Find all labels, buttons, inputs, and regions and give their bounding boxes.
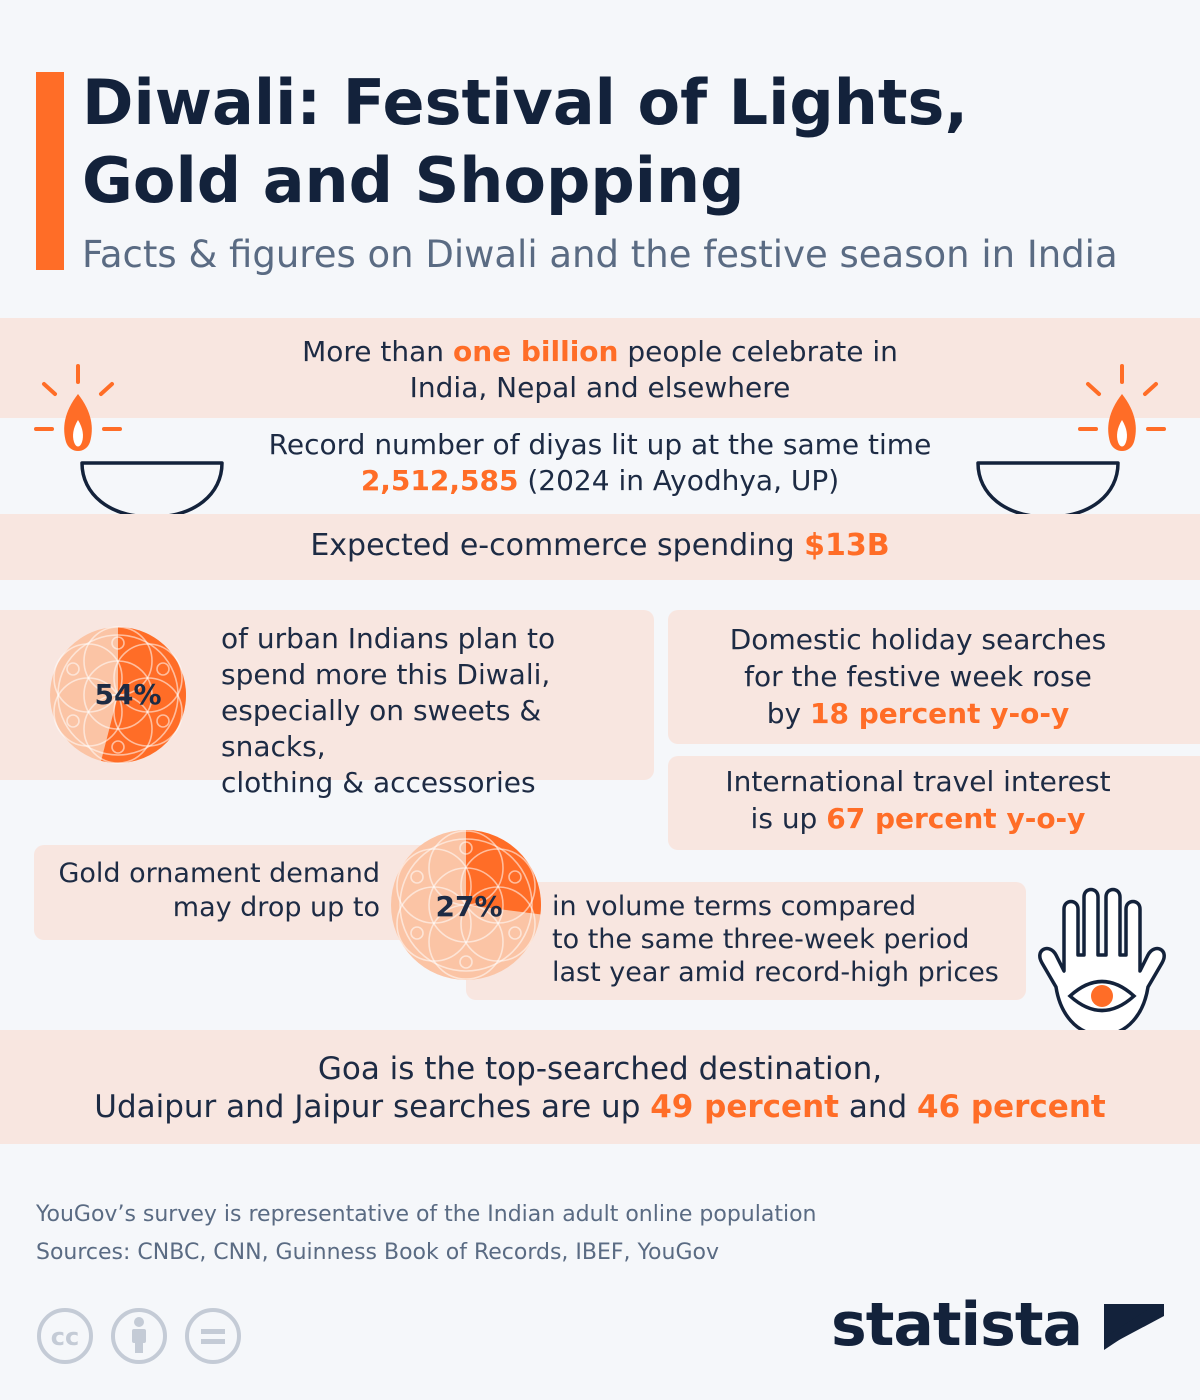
- mandala-pattern: [396, 830, 536, 980]
- domestic-text: Domestic holiday searches for the festiv…: [668, 621, 1168, 732]
- goa-text: Goa is the top-searched destination, Uda…: [50, 1050, 1150, 1126]
- domestic-card: [668, 610, 1200, 744]
- diyas-line-1: Record number of diyas lit up at the sam…: [268, 428, 932, 461]
- international-text: International travel interest is up 67 p…: [668, 763, 1168, 837]
- urban-line-4: clothing & accessories: [221, 766, 536, 799]
- urban-spend-value: 54%: [94, 678, 161, 711]
- goa-line-1: Goa is the top-searched destination,: [317, 1051, 883, 1087]
- ecommerce-highlight: $13B: [804, 528, 890, 563]
- statista-logo-icon[interactable]: [1104, 1304, 1164, 1364]
- celebrate-pre: More than: [302, 335, 453, 368]
- gold-after-3: last year amid record-high prices: [552, 957, 999, 988]
- urban-spend-text: of urban Indians plan to spend more this…: [221, 621, 651, 801]
- urban-line-1: of urban Indians plan to: [221, 622, 556, 655]
- page-subtitle: Facts & figures on Diwali and the festiv…: [82, 233, 1118, 276]
- domestic-line-3-pre: by: [766, 697, 811, 730]
- celebrate-line-2: India, Nepal and elsewhere: [409, 371, 791, 404]
- title-line-1: Diwali: Festival of Lights,: [82, 66, 969, 139]
- gold-value: 27%: [435, 890, 502, 923]
- urban-spend-pie: 54%: [50, 626, 186, 764]
- mandala-pattern: [53, 626, 183, 764]
- svg-text:cc: cc: [51, 1323, 79, 1351]
- goa-highlight-1: 49 percent: [650, 1089, 839, 1125]
- diya-lamp-icon: [976, 364, 1166, 519]
- diyas-highlight: 2,512,585: [360, 464, 519, 497]
- sources-note: Sources: CNBC, CNN, Guinness Book of Rec…: [36, 1240, 719, 1265]
- urban-line-2: spend more this Diwali,: [221, 658, 551, 691]
- goa-highlight-2: 46 percent: [917, 1089, 1106, 1125]
- statista-wordmark[interactable]: statista: [830, 1290, 1083, 1360]
- domestic-line-2: for the festive week rose: [744, 660, 1092, 693]
- no-derivatives-icon[interactable]: [185, 1308, 241, 1364]
- gold-line-2: may drop up to: [172, 892, 380, 923]
- survey-note: YouGov’s survey is representative of the…: [36, 1202, 817, 1227]
- gold-demand-pie: 27%: [391, 830, 541, 980]
- diya-lamp-icon: [34, 364, 224, 519]
- celebrate-text: More than one billion people celebrate i…: [200, 334, 1000, 406]
- international-line-1: International travel interest: [725, 765, 1111, 798]
- goa-line-2-pre: Udaipur and Jaipur searches are up: [94, 1089, 651, 1125]
- ecommerce-text: Expected e-commerce spending $13B: [200, 526, 1000, 566]
- goa-mid: and: [838, 1089, 917, 1125]
- gold-after-text: in volume terms compared to the same thr…: [552, 890, 1022, 989]
- attribution-icon[interactable]: [111, 1308, 167, 1364]
- domestic-highlight: 18 percent y-o-y: [810, 697, 1070, 730]
- hamsa-hand-icon: [1038, 887, 1166, 1037]
- urban-line-3: especially on sweets & snacks,: [221, 694, 542, 763]
- license-icons[interactable]: cc: [36, 1305, 246, 1367]
- celebrate-band: [0, 318, 1200, 418]
- title-accent-bar: [36, 72, 64, 270]
- title-line-2: Gold and Shopping: [82, 144, 745, 217]
- celebrate-post: people celebrate in: [618, 335, 898, 368]
- diyas-text: Record number of diyas lit up at the sam…: [200, 427, 1000, 499]
- creative-commons-icon[interactable]: cc: [37, 1308, 93, 1364]
- gold-after-2: to the same three-week period: [552, 924, 970, 955]
- ecommerce-pre: Expected e-commerce spending: [310, 528, 805, 563]
- gold-text: Gold ornament demand may drop up to: [40, 857, 380, 925]
- international-card: [668, 756, 1200, 850]
- gold-after-1: in volume terms compared: [552, 891, 917, 922]
- domestic-line-1: Domestic holiday searches: [729, 623, 1107, 656]
- goa-band: [0, 1030, 1200, 1144]
- gold-line-1: Gold ornament demand: [58, 858, 380, 889]
- ecommerce-band: [0, 514, 1200, 580]
- international-highlight: 67 percent y-o-y: [826, 802, 1086, 835]
- page-title: Diwali: Festival of Lights, Gold and Sho…: [82, 64, 1132, 220]
- diyas-post: (2024 in Ayodhya, UP): [518, 464, 840, 497]
- gold-card: [34, 845, 450, 940]
- international-line-2-pre: is up: [750, 802, 827, 835]
- celebrate-highlight: one billion: [452, 335, 619, 368]
- gold-volume-card: [466, 882, 1026, 1000]
